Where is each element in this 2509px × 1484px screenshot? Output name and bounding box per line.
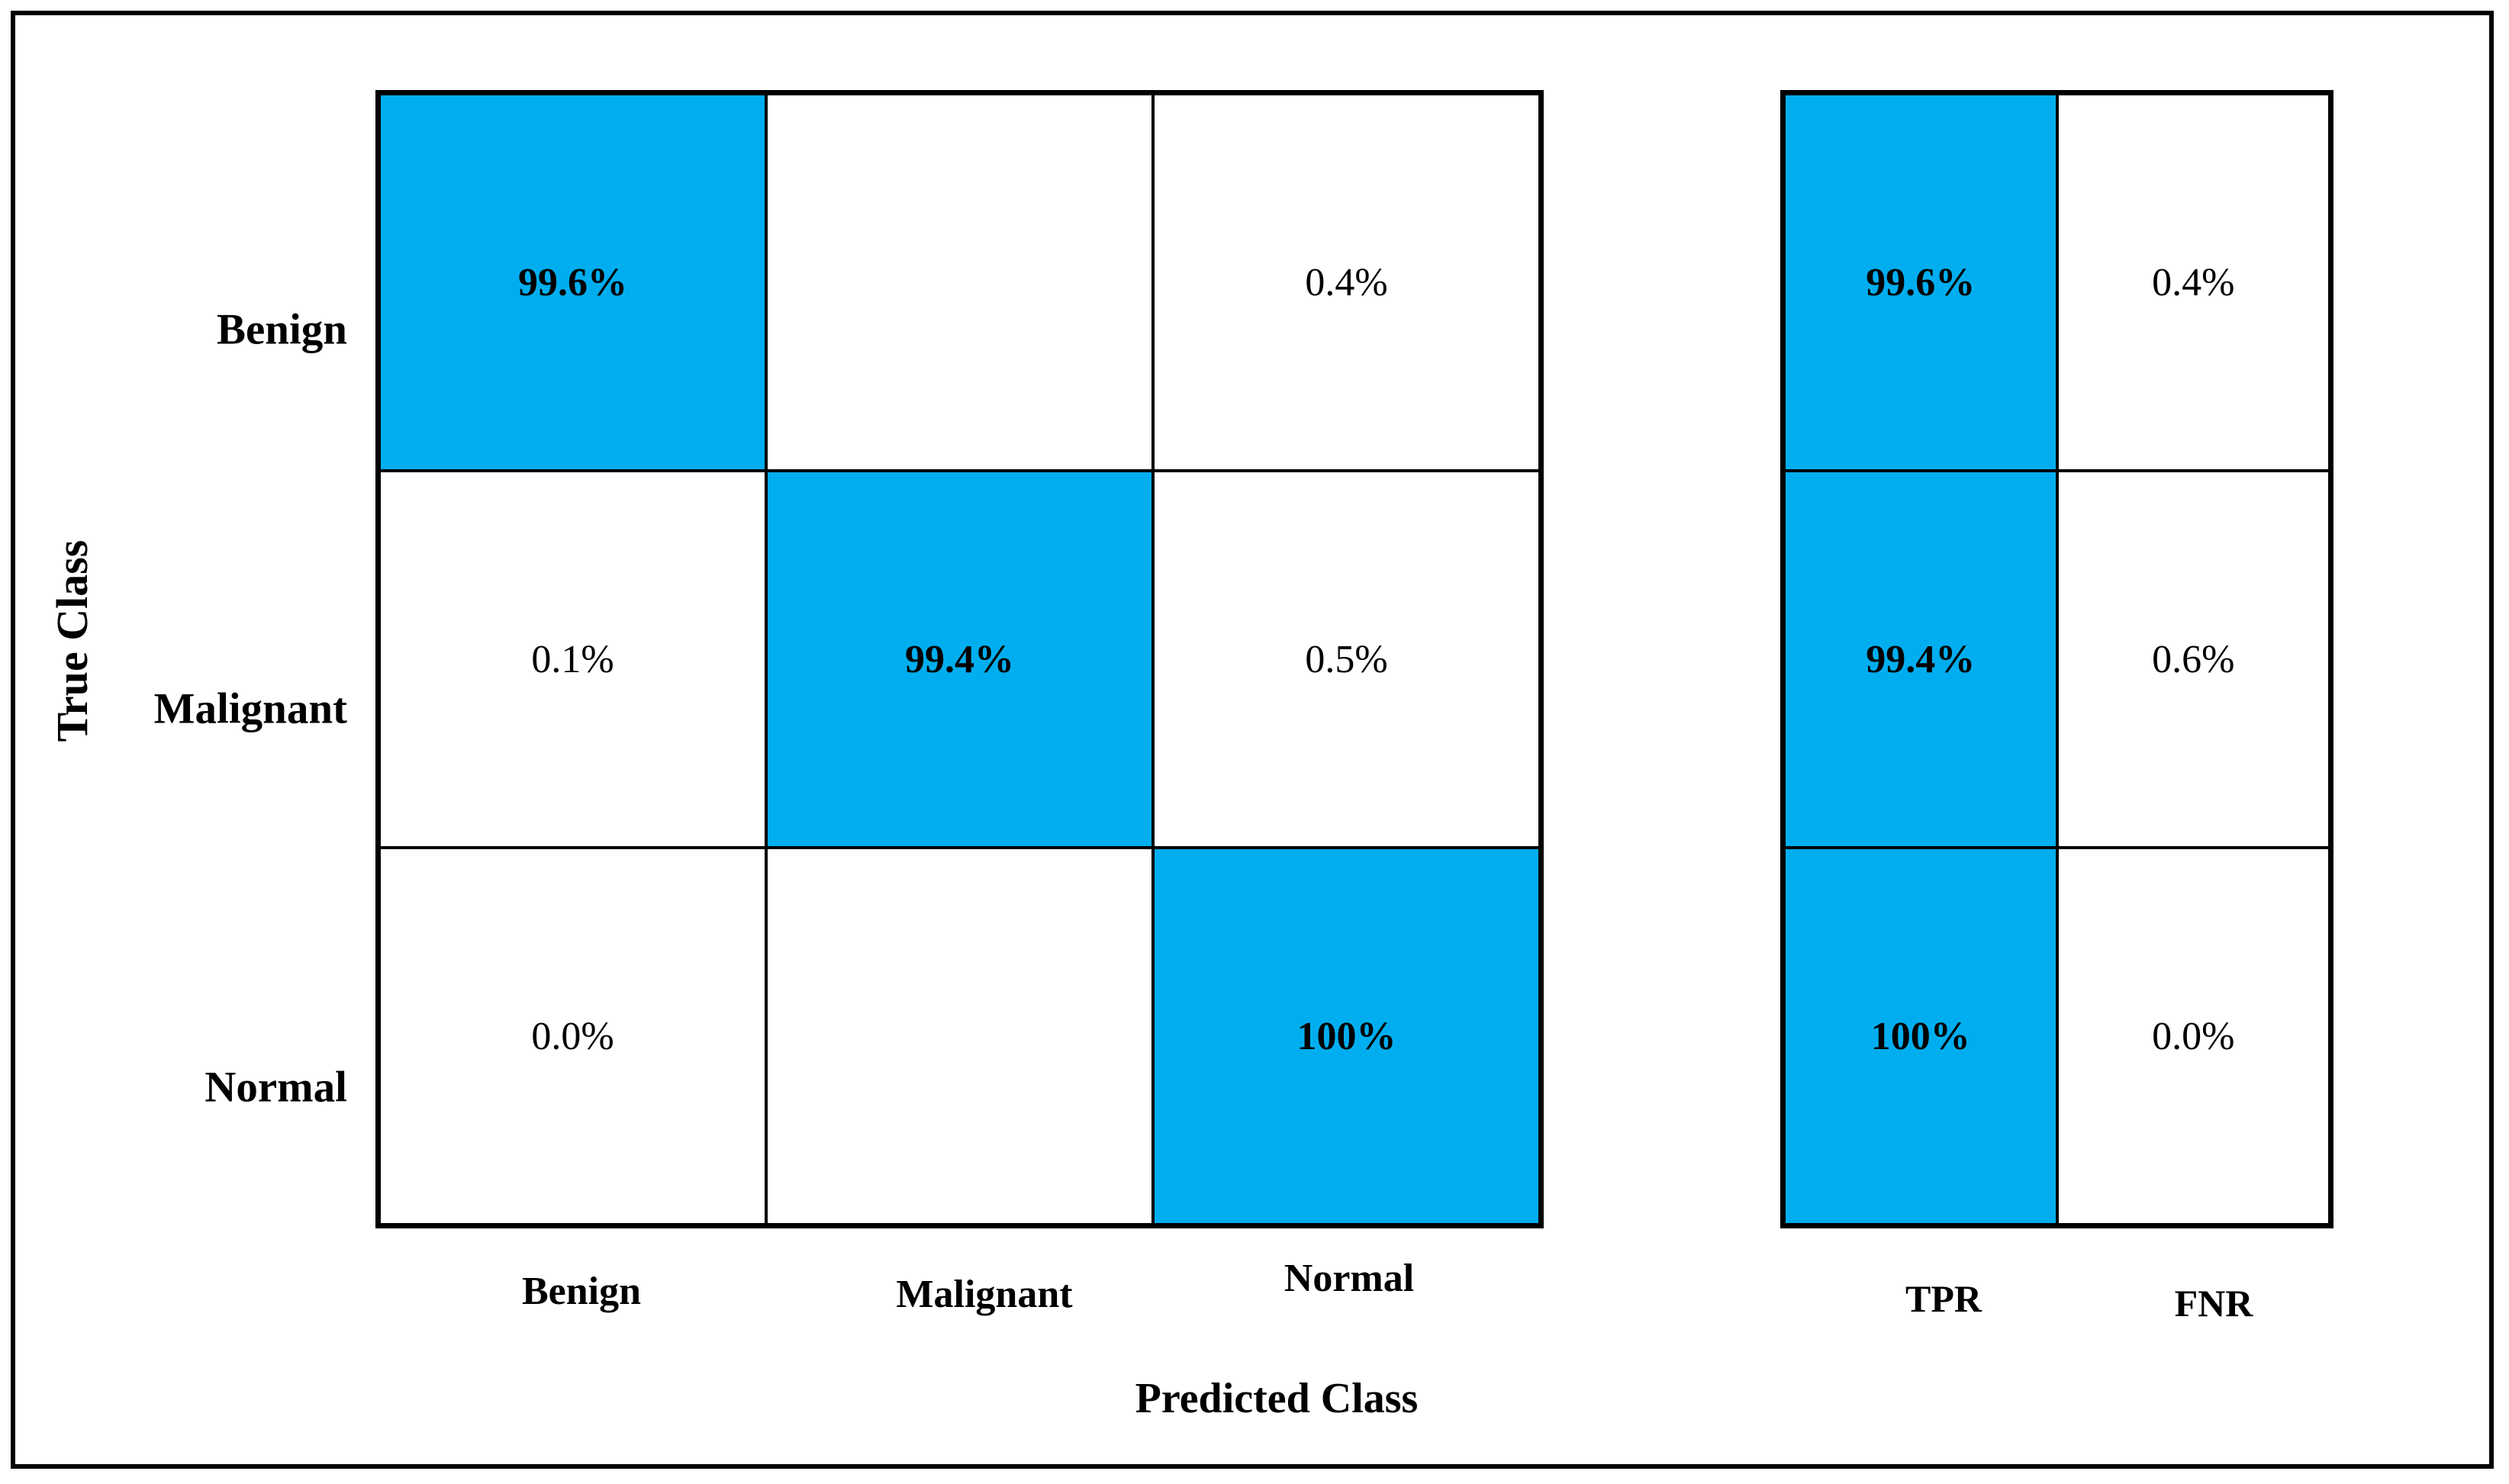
summary-cell-benign-fnr: 0.4% [2056, 94, 2330, 471]
confusion-matrix: 99.6% 0.4% 0.1% 99.4% 0.5% 0.0% 100% [375, 90, 1544, 1228]
col-label-fnr: FNR [2174, 1282, 2253, 1325]
matrix-cell-malignant-normal: 0.5% [1153, 471, 1540, 848]
matrix-cell-normal-normal: 100% [1153, 848, 1540, 1225]
summary-cell-normal-fnr: 0.0% [2056, 848, 2330, 1225]
summary-cell-benign-tpr: 99.6% [1784, 94, 2057, 471]
summary-cell-malignant-fnr: 0.6% [2056, 471, 2330, 848]
row-label-benign: Benign [216, 305, 347, 354]
matrix-cell-normal-malignant [766, 848, 1153, 1225]
summary-cell-malignant-tpr: 99.4% [1784, 471, 2057, 848]
figure-border-frame [11, 11, 2494, 1469]
matrix-cell-malignant-malignant: 99.4% [766, 471, 1153, 848]
matrix-cell-malignant-benign: 0.1% [379, 471, 766, 848]
matrix-cell-benign-benign: 99.6% [379, 94, 766, 471]
tpr-fnr-panel: 99.6% 0.4% 99.4% 0.6% 100% 0.0% [1780, 90, 2333, 1228]
row-label-normal: Normal [205, 1063, 347, 1112]
matrix-cell-normal-benign: 0.0% [379, 848, 766, 1225]
predicted-class-axis-label: Predicted Class [1135, 1375, 1419, 1422]
col-label-benign: Benign [521, 1270, 642, 1313]
col-label-normal: Normal [1283, 1257, 1415, 1300]
summary-cell-normal-tpr: 100% [1784, 848, 2057, 1225]
matrix-cell-benign-malignant [766, 94, 1153, 471]
col-label-tpr: TPR [1905, 1277, 1982, 1320]
col-label-malignant: Malignant [896, 1273, 1073, 1316]
matrix-cell-benign-normal: 0.4% [1153, 94, 1540, 471]
row-label-malignant: Malignant [153, 684, 347, 733]
true-class-axis-label: True Class [47, 539, 97, 742]
